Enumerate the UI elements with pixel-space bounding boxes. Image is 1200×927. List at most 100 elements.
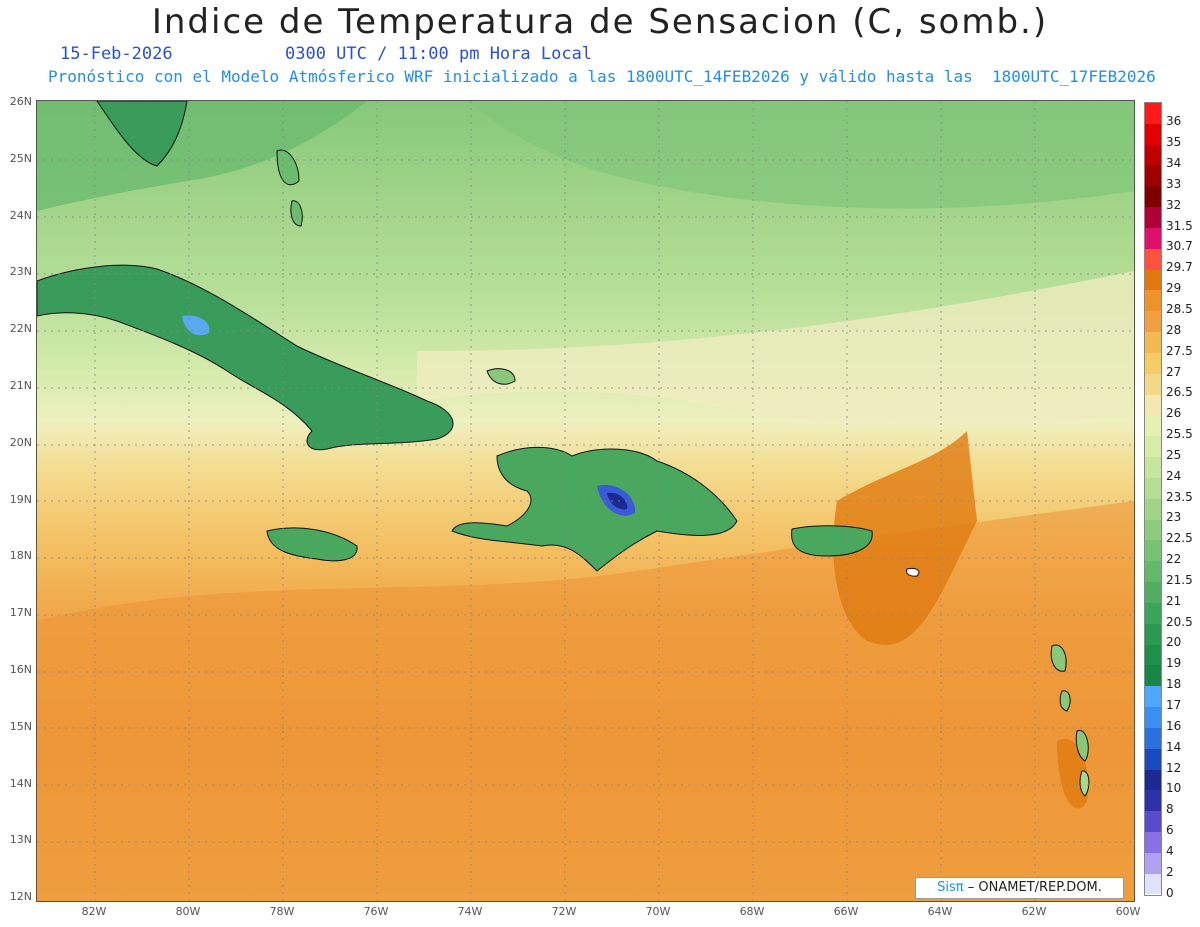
lon-label: 74W [457,905,483,918]
colorbar-label: 2 [1166,864,1174,879]
colorbar-label: 23 [1166,510,1182,525]
colorbar-swatch [1145,311,1161,333]
lon-label: 78W [269,905,295,918]
heat-index-field [37,101,1134,901]
colorbar-label: 0 [1166,885,1174,900]
colorbar-swatch [1145,623,1161,645]
colorbar-label: 22.5 [1166,531,1193,546]
lon-label: 60W [1115,905,1141,918]
lat-label: 21N [9,379,32,392]
lat-label: 24N [9,208,32,222]
lat-label: 20N [9,435,32,449]
colorbar-label: 27.5 [1166,343,1193,358]
forecast-description: Pronóstico con el Modelo Atmósferico WRF… [48,67,1156,86]
colorbar-label: 19 [1166,656,1182,671]
colorbar-label: 23.5 [1166,489,1193,504]
lat-label: 18N [9,549,32,563]
chart-title: Indice de Temperatura de Sensacion (C, s… [151,2,1049,42]
colorbar-swatch [1145,686,1161,708]
map-canvas [36,100,1135,902]
colorbar-swatch [1145,644,1161,666]
colorbar-swatch [1145,165,1161,187]
colorbar-swatch [1145,186,1161,208]
colorbar-label: 27 [1166,364,1182,379]
lon-label: 62W [1021,905,1047,918]
colorbar-swatch [1145,332,1161,353]
colorbar-swatch [1145,457,1161,478]
forecast-time: 0300 UTC / 11:00 pm Hora Local [285,44,593,64]
lat-label: 19N [9,492,32,506]
colorbar-label: 33 [1166,176,1182,191]
lat-label: 25N [9,151,32,165]
colorbar-label: 12 [1166,760,1182,775]
puerto-rico-landmass [791,525,873,557]
colorbar [1144,102,1162,896]
colorbar-swatch [1145,540,1161,562]
colorbar-label: 35 [1166,135,1182,150]
colorbar-label: 24 [1166,468,1182,483]
colorbar-label: 30.7 [1166,239,1193,254]
colorbar-swatch [1145,415,1161,437]
florida-landmass [96,101,188,167]
colorbar-swatch [1145,769,1161,791]
lon-label: 70W [645,905,671,918]
lat-label: 16N [9,663,32,676]
colorbar-swatch [1145,665,1161,687]
colorbar-label: 26 [1166,406,1182,421]
colorbar-label: 21.5 [1166,572,1193,587]
jamaica-landmass [266,527,358,562]
colorbar-swatch [1145,852,1161,874]
colorbar-swatch [1145,144,1161,166]
colorbar-label: 34 [1166,156,1182,171]
colorbar-label: 28 [1166,322,1182,337]
colorbar-label: 20.5 [1166,614,1193,629]
colorbar-swatch [1145,436,1161,458]
lat-label: 15N [9,719,32,733]
colorbar-swatch [1145,123,1161,145]
colorbar-swatch [1145,811,1161,832]
colorbar-swatch [1145,519,1161,541]
lat-label: 12N [9,890,32,904]
colorbar-swatch [1145,394,1161,416]
colorbar-label: 8 [1166,802,1174,817]
colorbar-label: 17 [1166,698,1182,712]
lon-label: 82W [81,905,107,918]
lon-label: 66W [833,905,859,918]
colorbar-swatch [1145,207,1161,228]
colorbar-swatch [1145,582,1161,603]
colorbar-label: 22 [1166,552,1182,567]
colorbar-swatch [1145,103,1161,124]
credit-box: Sisπ – ONAMET/REP.DOM. [915,877,1124,899]
colorbar-swatch [1145,561,1161,583]
colorbar-label: 26.5 [1166,385,1193,400]
colorbar-label: 10 [1166,781,1182,796]
colorbar-label: 29 [1166,281,1182,296]
colorbar-swatch [1145,873,1161,895]
colorbar-label: 4 [1166,843,1174,858]
colorbar-swatch [1145,269,1161,291]
colorbar-label: 36 [1166,114,1182,129]
hispaniola-landmass [451,446,738,572]
colorbar-label: 16 [1166,718,1182,733]
colorbar-swatch [1145,602,1161,624]
colorbar-label: 25.5 [1166,427,1193,442]
colorbar-label: 25 [1166,447,1182,462]
colorbar-swatch [1145,790,1161,812]
lat-label: 13N [9,833,32,847]
colorbar-swatch [1145,352,1161,374]
cuba-landmass [37,264,454,451]
lon-label: 80W [175,905,201,918]
colorbar-swatch [1145,707,1161,728]
colorbar-label: 20 [1166,635,1182,650]
lon-label: 68W [739,905,765,918]
lat-label: 22N [9,322,32,336]
colorbar-label: 29.7 [1166,260,1193,275]
colorbar-swatch [1145,248,1161,270]
colorbar-swatch [1145,227,1161,249]
lat-label: 23N [9,265,32,279]
colorbar-swatch [1145,373,1161,395]
colorbar-swatch [1145,748,1161,770]
colorbar-swatch [1145,831,1161,853]
colorbar-label: 6 [1166,823,1174,838]
colorbar-label: 32 [1166,197,1182,212]
